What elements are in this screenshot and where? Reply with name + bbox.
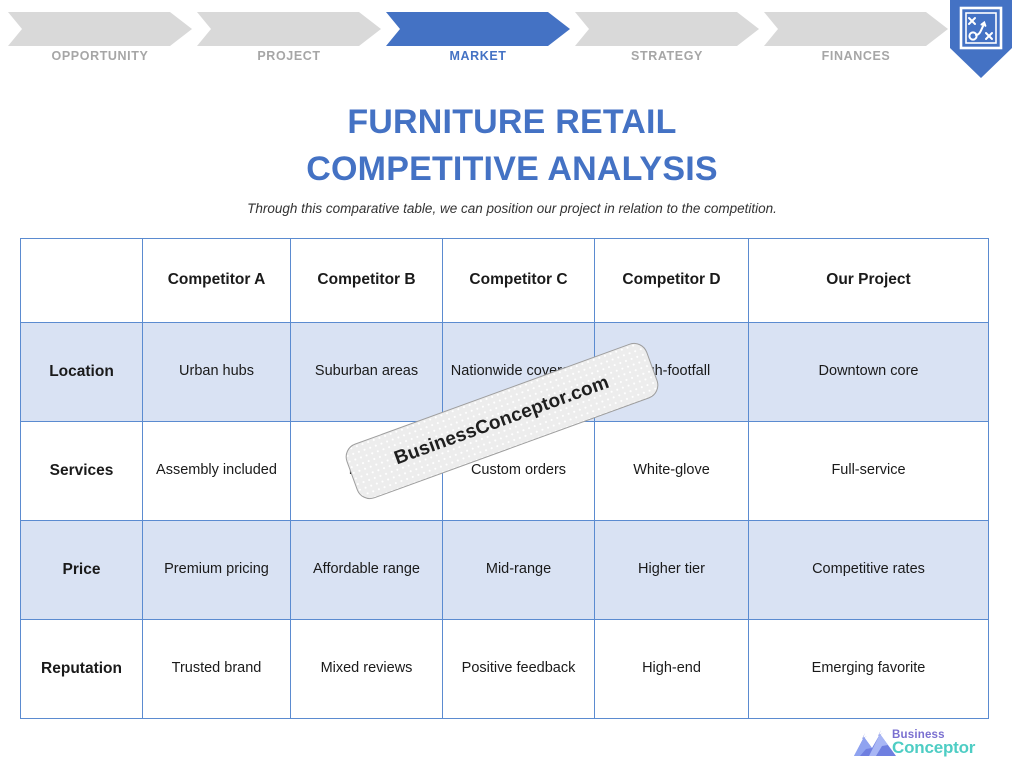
nav-label-finances[interactable]: FINANCES	[821, 49, 891, 63]
logo-text-conceptor: Conceptor	[892, 737, 976, 757]
comparison-table: Competitor A Competitor B Competitor C C…	[20, 238, 989, 719]
cell-price-competitor-a: Premium pricing	[142, 520, 291, 620]
cell-services-competitor-d: White-glove	[594, 421, 749, 521]
cell-price-competitor-c: Mid-range	[442, 520, 595, 620]
chevron-strategy[interactable]	[575, 12, 759, 46]
chevron-market[interactable]	[386, 12, 570, 46]
nav-label-opportunity[interactable]: OPPORTUNITY	[51, 49, 149, 63]
column-header-competitor-a: Competitor A	[142, 238, 291, 323]
logo-text-business: Business	[892, 729, 945, 742]
cell-location-competitor-a: Urban hubs	[142, 322, 291, 422]
page-subtitle: Through this comparative table, we can p…	[247, 201, 777, 216]
page-title-line1: FURNITURE RETAIL	[347, 103, 677, 141]
table-row: Location Urban hubs Suburban areas Natio…	[20, 322, 989, 422]
cell-price-competitor-d: Higher tier	[594, 520, 749, 620]
table-body: Location Urban hubs Suburban areas Natio…	[20, 322, 989, 719]
row-header-price: Price	[20, 520, 143, 620]
cell-services-competitor-b: Basic	[290, 421, 443, 521]
chevron-finances[interactable]	[764, 12, 948, 46]
row-header-reputation: Reputation	[20, 619, 143, 719]
cell-location-competitor-b: Suburban areas	[290, 322, 443, 422]
cell-services-competitor-a: Assembly included	[142, 421, 291, 521]
nav-label-project[interactable]: PROJECT	[257, 49, 321, 63]
mountain-logo-icon	[854, 730, 896, 756]
cell-reputation-competitor-b: Mixed reviews	[290, 619, 443, 719]
cell-location-our-project: Downtown core	[748, 322, 989, 422]
table-header-row: Competitor A Competitor B Competitor C C…	[20, 238, 989, 323]
table-header: Competitor A Competitor B Competitor C C…	[20, 238, 989, 323]
nav-label-strategy[interactable]: STRATEGY	[631, 49, 703, 63]
column-header-competitor-d: Competitor D	[594, 238, 749, 323]
table-corner-cell	[20, 238, 143, 323]
brand-logo: Business Conceptor	[852, 726, 992, 760]
cell-services-competitor-c: Custom orders	[442, 421, 595, 521]
cell-location-competitor-d: High-footfall	[594, 322, 749, 422]
cell-services-our-project: Full-service	[748, 421, 989, 521]
cell-price-competitor-b: Affordable range	[290, 520, 443, 620]
chevron-row	[8, 12, 948, 46]
column-header-our-project: Our Project	[748, 238, 989, 323]
step-navigation: OPPORTUNITY PROJECT MARKET STRATEGY FINA…	[0, 0, 1024, 78]
cell-location-competitor-c: Nationwide coverage	[442, 322, 595, 422]
strategy-board-pin-icon	[950, 0, 1012, 78]
logo-wordmark: Business Conceptor	[892, 729, 976, 757]
cell-reputation-competitor-a: Trusted brand	[142, 619, 291, 719]
cell-reputation-competitor-c: Positive feedback	[442, 619, 595, 719]
nav-label-market[interactable]: MARKET	[449, 49, 507, 63]
page-title: FURNITURE RETAIL COMPETITIVE ANALYSIS	[0, 99, 1024, 193]
chevron-opportunity[interactable]	[8, 12, 192, 46]
chevron-label-row: OPPORTUNITY PROJECT MARKET STRATEGY FINA…	[8, 46, 948, 66]
column-header-competitor-c: Competitor C	[442, 238, 595, 323]
cell-reputation-our-project: Emerging favorite	[748, 619, 989, 719]
cell-reputation-competitor-d: High-end	[594, 619, 749, 719]
table-row: Services Assembly included Basic Custom …	[20, 421, 989, 521]
table-row: Price Premium pricing Affordable range M…	[20, 520, 989, 620]
row-header-location: Location	[20, 322, 143, 422]
table-row: Reputation Trusted brand Mixed reviews P…	[20, 619, 989, 719]
row-header-services: Services	[20, 421, 143, 521]
chevron-project[interactable]	[197, 12, 381, 46]
page-title-line2: COMPETITIVE ANALYSIS	[306, 149, 718, 188]
cell-price-our-project: Competitive rates	[748, 520, 989, 620]
comparison-table-wrapper: Competitor A Competitor B Competitor C C…	[20, 238, 989, 719]
column-header-competitor-b: Competitor B	[290, 238, 443, 323]
